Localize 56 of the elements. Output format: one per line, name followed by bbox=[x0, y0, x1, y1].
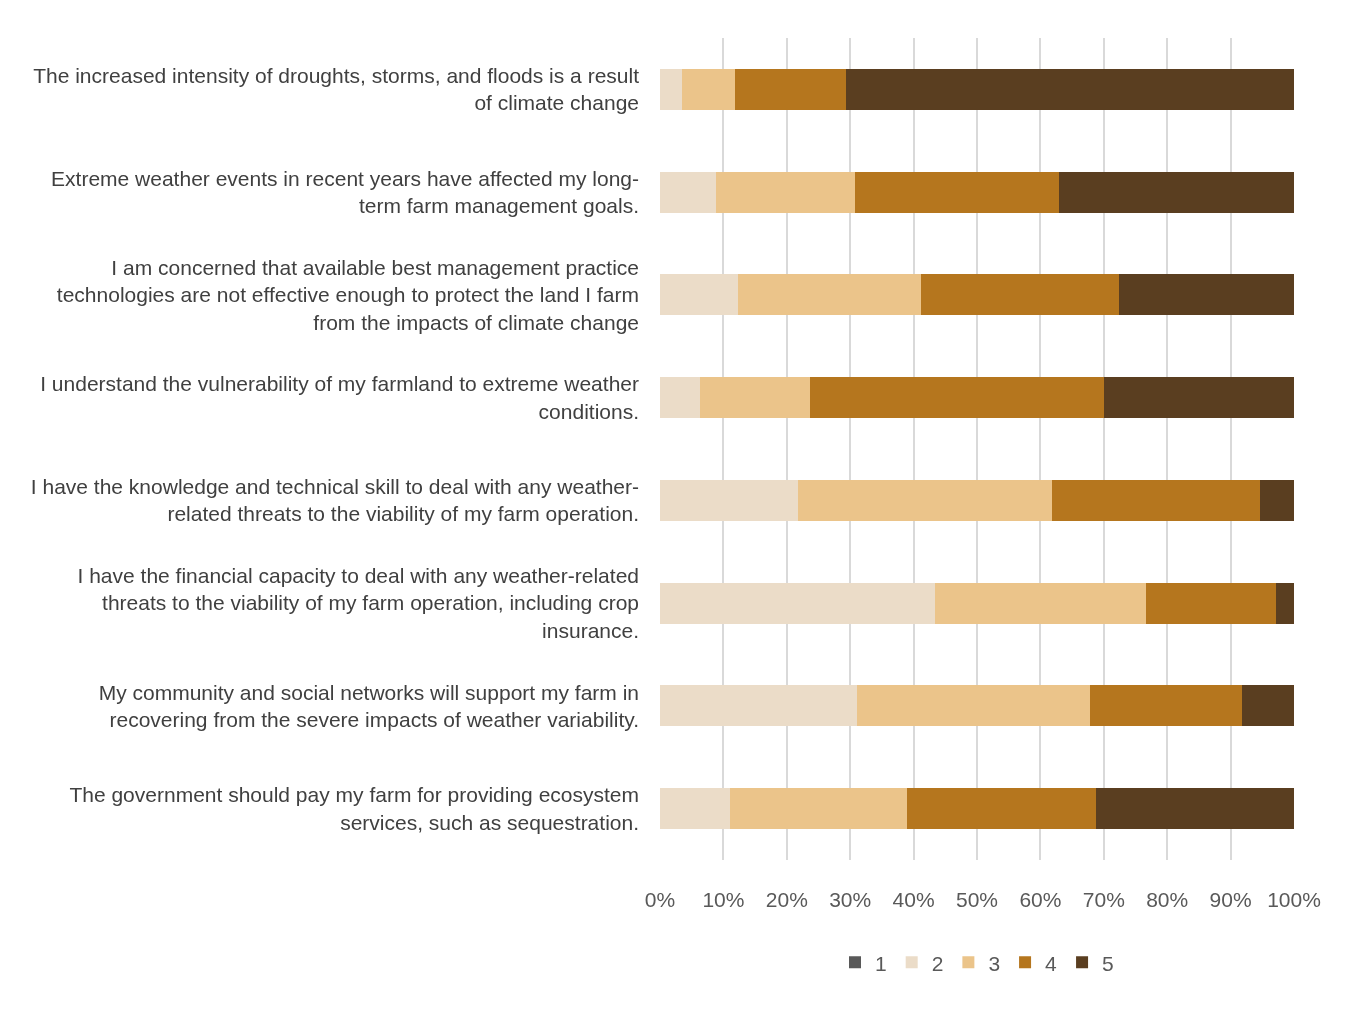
x-tick-label: 40% bbox=[892, 888, 935, 911]
x-tick-label: 100% bbox=[1267, 888, 1321, 911]
bar bbox=[660, 68, 683, 110]
x-tick-label: 0% bbox=[644, 888, 676, 911]
bar bbox=[1146, 582, 1277, 624]
bar bbox=[906, 788, 1097, 830]
bar bbox=[660, 274, 738, 316]
bar bbox=[660, 685, 857, 727]
x-tick-label: 70% bbox=[1082, 888, 1125, 911]
bar bbox=[660, 582, 935, 624]
bar bbox=[1276, 582, 1294, 624]
y-tick-label: The government should pay my farm for providing ecosystem services, such as sequestration. bbox=[69, 783, 639, 834]
bar bbox=[660, 171, 716, 213]
bar bbox=[854, 171, 1059, 213]
bar bbox=[1089, 685, 1243, 727]
bar bbox=[934, 582, 1147, 624]
bar bbox=[737, 274, 921, 316]
bar bbox=[715, 171, 855, 213]
bar bbox=[846, 68, 1294, 110]
legend-label: 1 bbox=[875, 951, 887, 975]
bar bbox=[1119, 274, 1294, 316]
x-tick-label: 30% bbox=[829, 888, 872, 911]
bar bbox=[1104, 377, 1294, 419]
bar bbox=[856, 685, 1090, 727]
bar bbox=[809, 377, 1105, 419]
x-tick-label: 20% bbox=[765, 888, 808, 911]
bar bbox=[699, 377, 810, 419]
y-tick-label: I understand the vulnerability of my farmland to extreme weather conditions. bbox=[40, 372, 639, 423]
bar bbox=[1260, 479, 1294, 521]
y-tick-label: I have the knowledge and technical skill to deal with any weather-related threats to the viability of my farm operation. bbox=[30, 475, 639, 526]
bar bbox=[1052, 479, 1261, 521]
y-tick-label: My community and social networks will support my farm in recovering from the severe impacts of weather variability. bbox=[98, 680, 639, 731]
x-tick-label: 90% bbox=[1209, 888, 1252, 911]
x-tick-label: 80% bbox=[1146, 888, 1189, 911]
x-tick-label: 50% bbox=[955, 888, 999, 911]
bar bbox=[798, 479, 1053, 521]
bar bbox=[1058, 171, 1294, 213]
bar bbox=[734, 68, 847, 110]
y-tick-label: The increased intensity of droughts, storms, and floods is a result of climate change bbox=[33, 64, 640, 115]
bar bbox=[660, 377, 700, 419]
legend-label: 4 bbox=[1045, 951, 1058, 975]
bar bbox=[660, 788, 731, 830]
legend-label: 5 bbox=[1102, 951, 1114, 975]
y-tick-label: I have the financial capacity to deal with any weather-related threats to the viability of my farm operation, including crop insurance. bbox=[77, 564, 639, 642]
bar bbox=[660, 479, 799, 521]
x-tick-label: 60% bbox=[1019, 888, 1062, 911]
legend-label: 3 bbox=[988, 951, 1001, 975]
y-tick-label: I am concerned that available best management practice technologies are not effective enough to protect the land I farm from the impacts of climate change bbox=[56, 255, 639, 334]
bar bbox=[1096, 788, 1294, 830]
bar bbox=[1242, 685, 1294, 727]
bar bbox=[730, 788, 907, 830]
x-tick-label: 10% bbox=[702, 888, 745, 911]
bar bbox=[682, 68, 735, 110]
bar bbox=[920, 274, 1120, 316]
y-tick-label: Extreme weather events in recent years have affected my long-term farm management goals. bbox=[51, 166, 639, 218]
legend-label: 2 bbox=[931, 951, 944, 975]
